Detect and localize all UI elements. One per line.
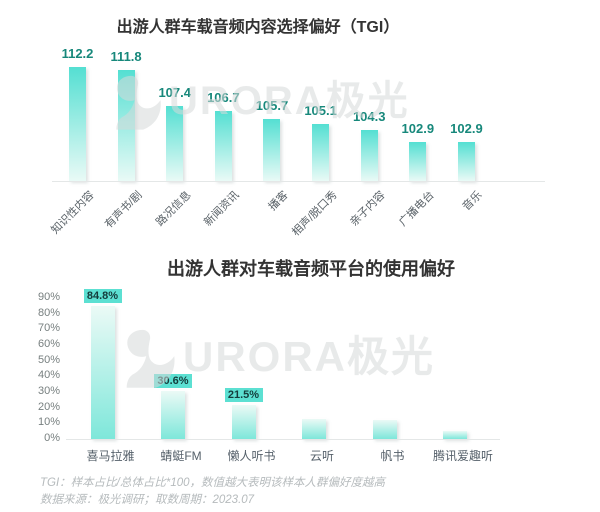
bar [443,431,467,439]
bar-value-label: 102.9 [401,120,435,136]
bar [69,66,86,181]
y-axis-tick-label: 70% [37,322,60,335]
category-label: 腾讯爱趣听 [432,449,493,463]
data-label-badge: 30.6% [154,374,192,389]
bar-value-label: 111.8 [110,49,142,65]
category-label: 蜻蜓FM [160,449,202,463]
bar [161,391,185,439]
bar-value-label: 112.2 [61,45,94,61]
bar [263,119,281,181]
bar-value-label: 105.7 [255,98,289,114]
y-axis-tick-label: 50% [37,353,60,366]
chart1-title: 出游人群车载音频内容选择偏好（TGI） [116,19,400,36]
category-label: 新闻资讯 [202,189,242,229]
y-axis-tick-label: 80% [37,306,60,319]
chart1-baseline [52,181,545,182]
y-axis-tick-label: 90% [37,290,60,303]
category-label: 广播电台 [396,189,437,229]
bar [90,306,115,439]
category-label: 帆书 [380,449,405,463]
category-label: 音乐 [461,189,486,214]
tgi-definition-note: TGI：样本占比/总体占比*100，数值越大表明该样本人群偏好度越高 [40,477,386,489]
bar [302,418,326,439]
bar [457,141,475,181]
data-label-badge: 84.8% [83,289,122,304]
y-axis-tick-label: 10% [37,416,60,429]
category-label: 播客 [266,189,291,214]
bar-value-label: 106.7 [207,90,240,106]
data-label-badge: 21.5% [224,388,263,403]
y-axis-tick-label: 0% [44,432,60,444]
data-source-note: 数据来源：极光调研；取数周期：2023.07 [40,494,255,506]
bar [312,123,330,181]
y-axis-tick-label: 40% [37,369,60,382]
category-label: 喜马拉雅 [86,449,135,463]
bar [360,130,378,181]
bar [214,111,232,181]
category-label: 路况信息 [153,189,194,229]
y-axis-tick-label: 60% [37,337,60,350]
category-label: 懒人听书 [227,449,276,463]
y-axis-tick-label: 30% [37,384,60,397]
category-label: 亲子内容 [348,189,388,229]
category-label: 知识性内容 [48,189,97,237]
y-axis-tick-label: 20% [37,400,60,413]
bar-value-label: 105.1 [304,102,337,118]
watermark-text: URORA极光 [183,333,435,380]
category-label: 有声书/剧 [102,189,145,231]
bar [231,405,256,439]
bar [409,141,427,181]
bar [166,105,184,181]
chart2-title: 出游人群对车载音频平台的使用偏好 [167,259,455,279]
bar [117,70,135,181]
bar-value-label: 104.3 [352,109,386,125]
bar [372,420,397,439]
category-label: 云听 [309,449,334,463]
chart2-baseline [66,439,500,440]
bar-value-label: 102.9 [450,120,483,136]
bar-value-label: 107.4 [158,84,191,100]
category-label: 相声/脱口秀 [289,189,340,239]
